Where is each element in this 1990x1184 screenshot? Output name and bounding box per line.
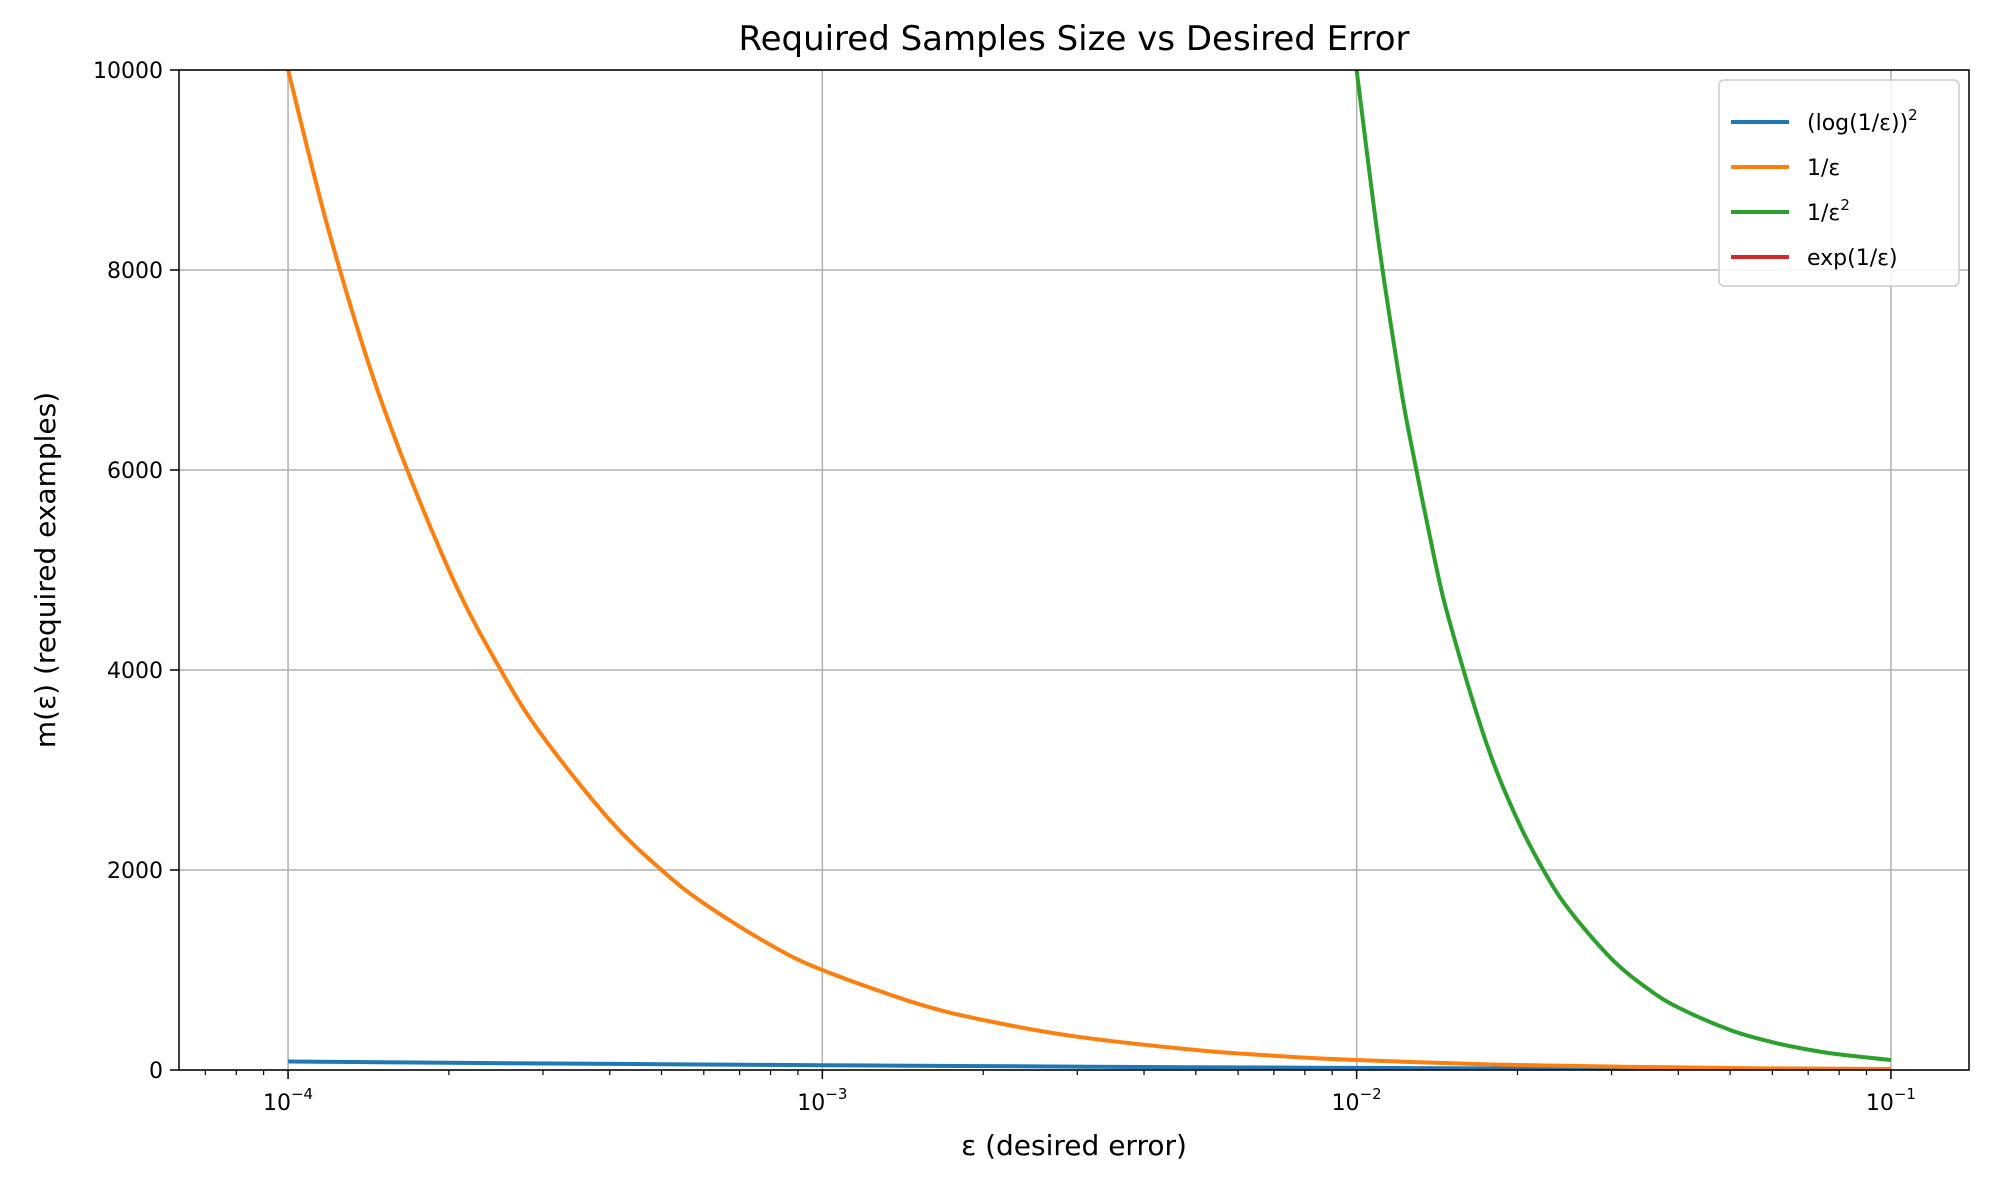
legend-label-text: 1/ε xyxy=(1807,156,1840,181)
y-tick-label: 0 xyxy=(149,1059,163,1084)
legend-label-text: 1/ε xyxy=(1807,201,1840,226)
y-tick-label: 10000 xyxy=(93,59,163,84)
legend-label-superscript: 2 xyxy=(1840,196,1850,214)
x-tick-label: 10−3 xyxy=(797,1085,847,1116)
x-tick-label-base: 10 xyxy=(1332,1091,1360,1116)
chart-title: Required Samples Size vs Desired Error xyxy=(738,19,1409,59)
x-tick-label: 10−2 xyxy=(1332,1085,1382,1116)
x-tick-label-exponent: −1 xyxy=(1894,1085,1916,1103)
legend-label: exp(1/ε) xyxy=(1807,246,1898,271)
legend-label-superscript: 2 xyxy=(1908,106,1918,124)
series-layer xyxy=(286,70,1892,1070)
legend-box xyxy=(1718,79,1960,287)
legend-label: (log(1/ε))2 xyxy=(1807,106,1918,136)
y-axis-label: m(ε) (required examples) xyxy=(29,392,62,748)
y-tick-label: 2000 xyxy=(107,859,163,884)
legend-label-text: (log(1/ε)) xyxy=(1807,111,1908,136)
x-tick-label-base: 10 xyxy=(797,1091,825,1116)
legend-label-text: exp(1/ε) xyxy=(1807,246,1898,271)
series-line-2 xyxy=(1354,70,1892,1062)
x-tick-label-exponent: −2 xyxy=(1360,1085,1382,1103)
y-tick-label: 4000 xyxy=(107,659,163,684)
legend-label: 1/ε2 xyxy=(1807,196,1850,226)
legend-label: 1/ε xyxy=(1807,156,1840,181)
x-tick-label-base: 10 xyxy=(263,1091,291,1116)
series-line-1 xyxy=(286,70,1891,1070)
x-tick-label-exponent: −3 xyxy=(825,1085,847,1103)
series-line-0 xyxy=(288,1059,1891,1070)
x-tick-label: 10−1 xyxy=(1866,1085,1916,1116)
x-axis-label: ε (desired error) xyxy=(961,1129,1187,1162)
plot-frame xyxy=(178,69,1970,1071)
y-tick-label: 6000 xyxy=(107,459,163,484)
y-tick-label: 8000 xyxy=(107,259,163,284)
x-tick-label: 10−4 xyxy=(263,1085,313,1116)
x-tick-label-exponent: −4 xyxy=(291,1085,313,1103)
x-tick-label-base: 10 xyxy=(1866,1091,1894,1116)
